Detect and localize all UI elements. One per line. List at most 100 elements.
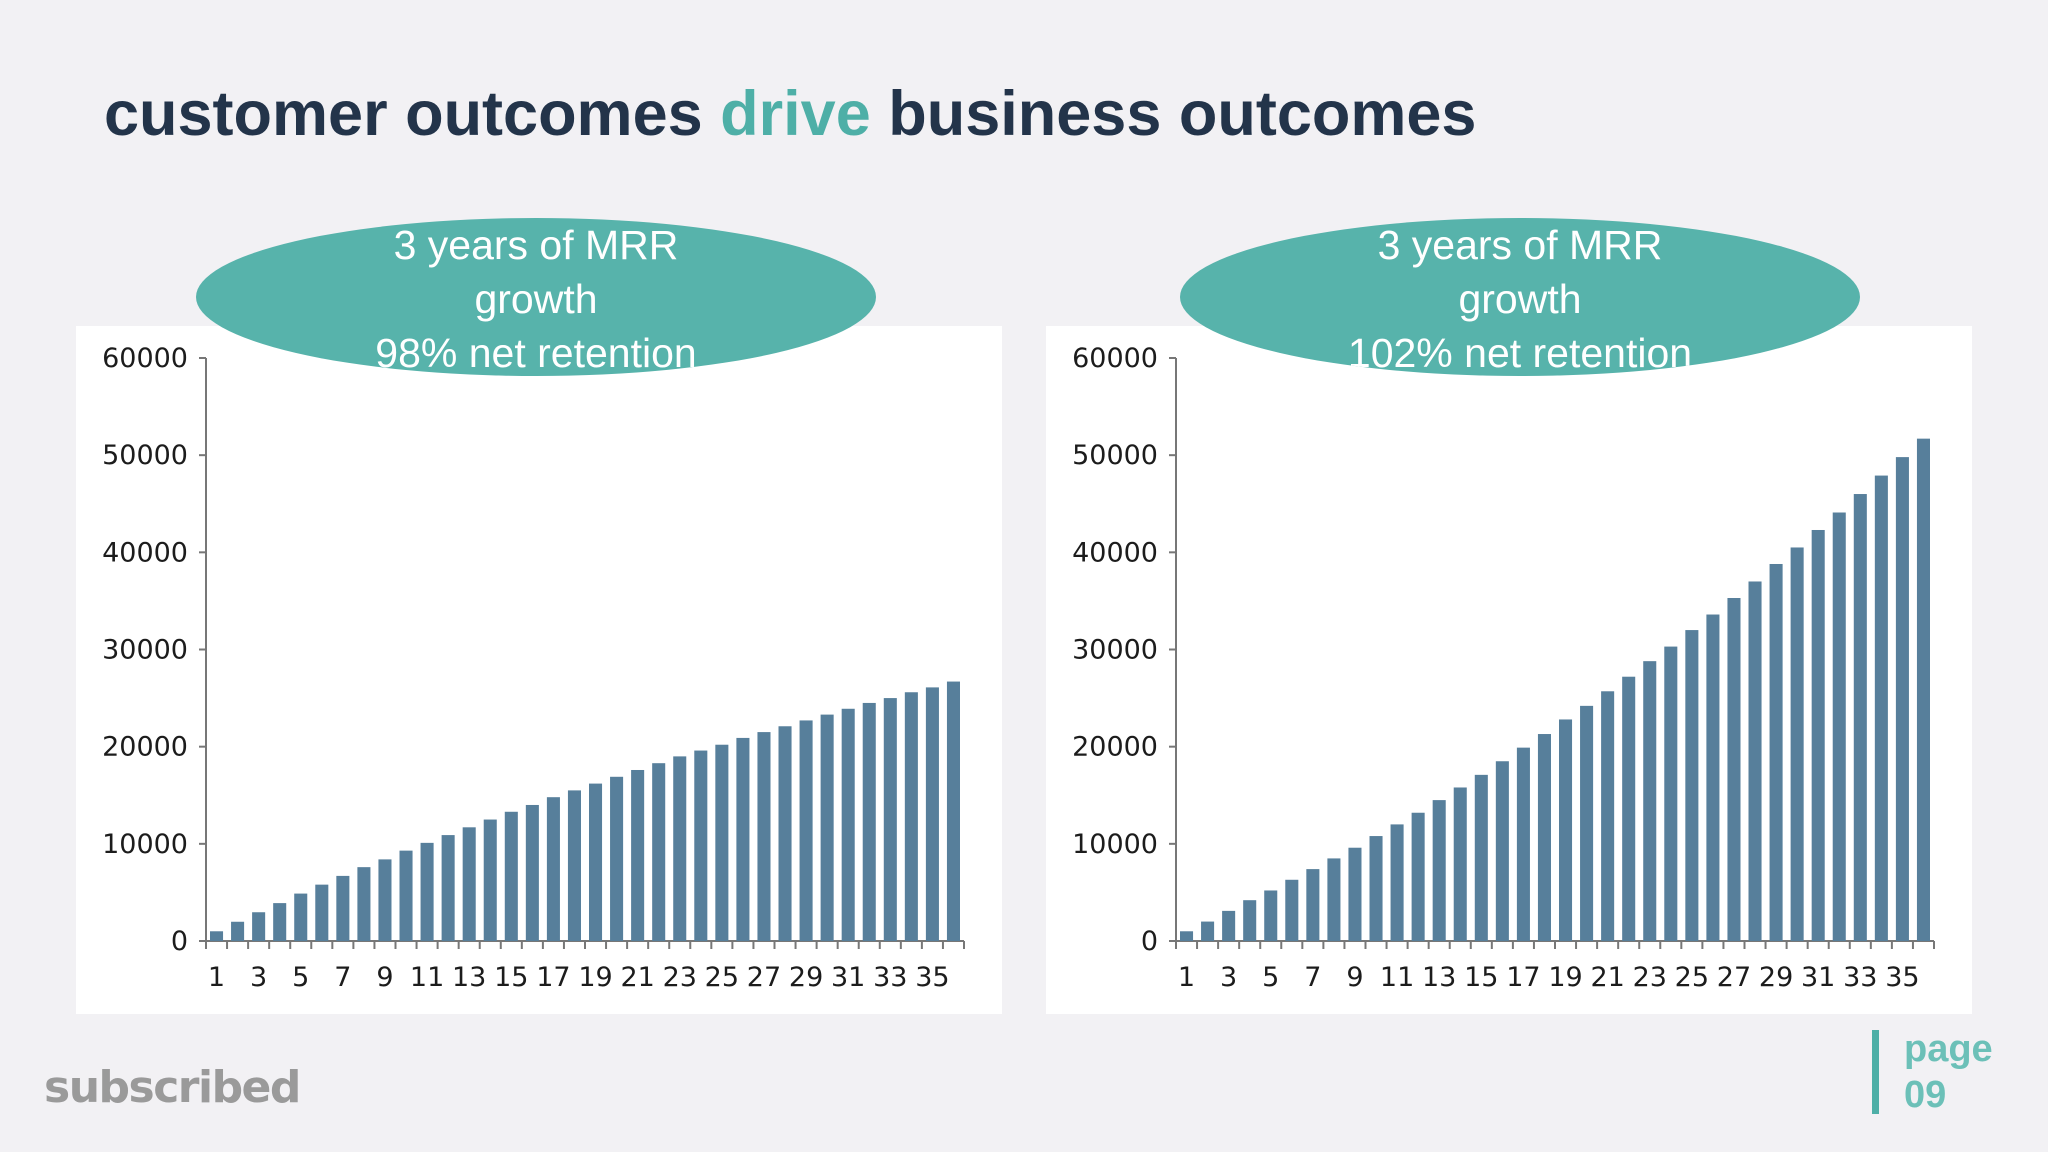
x-tick-label: 9	[376, 962, 393, 993]
x-tick-label: 19	[1548, 962, 1582, 993]
bar	[1895, 457, 1909, 941]
bar	[1748, 581, 1762, 941]
x-tick-label: 33	[1843, 962, 1877, 993]
x-tick-label: 23	[1633, 962, 1667, 993]
bar	[567, 790, 581, 941]
bar	[1832, 512, 1846, 941]
bar	[1222, 910, 1236, 941]
y-tick-label: 20000	[1072, 732, 1158, 763]
bar	[420, 842, 434, 941]
bar	[483, 819, 497, 941]
bar	[1180, 931, 1194, 941]
bar	[336, 875, 350, 941]
bar	[778, 726, 792, 941]
callout-line: growth	[1458, 276, 1582, 322]
y-tick-label: 40000	[1072, 537, 1158, 568]
y-tick-label: 40000	[102, 537, 188, 568]
x-tick-label: 29	[1759, 962, 1793, 993]
bar	[1453, 787, 1467, 941]
bar	[652, 763, 666, 941]
bar	[1790, 547, 1804, 941]
callout-line: 102% net retention	[1347, 330, 1693, 376]
bar	[1306, 869, 1320, 941]
bar	[1559, 719, 1573, 941]
bar	[504, 811, 518, 941]
chart-panel-102: 0 10000 20000 30000 40000 50000 60000 1 3 5 7 9 11 13…	[1046, 326, 1972, 1014]
page-indicator: page 09	[1904, 1026, 1993, 1118]
x-tick-label: 9	[1346, 962, 1363, 993]
chart-panel-98: 0 10000 20000 30000 40000 50000 60000 1 3 5 7 9 11 13…	[76, 326, 1002, 1014]
title-part-1: customer outcomes	[104, 79, 721, 149]
bar	[378, 859, 392, 941]
x-tick-label: 13	[1422, 962, 1456, 993]
bar	[736, 737, 750, 941]
y-tick-label: 30000	[1072, 635, 1158, 666]
bar	[1853, 494, 1867, 941]
callout-102-retention: 3 years of MRR growth 102% net retention	[1180, 218, 1860, 376]
subscribed-logo: subscribed	[44, 1062, 301, 1113]
y-tick-label: 60000	[102, 343, 188, 374]
bar	[631, 769, 645, 941]
bar	[1685, 630, 1699, 941]
x-tick-label: 7	[1304, 962, 1321, 993]
bar	[799, 720, 813, 941]
x-tick-label: 25	[1675, 962, 1709, 993]
bar	[1537, 734, 1551, 941]
x-tick-label: 23	[663, 962, 697, 993]
bar	[1622, 676, 1636, 941]
bar	[210, 931, 224, 941]
x-tick-label: 11	[410, 962, 444, 993]
x-tick-label: 5	[1262, 962, 1279, 993]
bar	[1769, 563, 1783, 941]
bar	[1664, 646, 1678, 941]
bar	[1727, 598, 1741, 941]
bar	[1811, 529, 1825, 941]
bar	[1390, 824, 1404, 941]
x-tick-label: 17	[536, 962, 570, 993]
bar	[1706, 614, 1720, 941]
bar	[546, 797, 560, 941]
x-tick-label: 35	[915, 962, 949, 993]
title-accent: drive	[720, 79, 871, 149]
bar	[1874, 475, 1888, 941]
callout-line: growth	[474, 276, 598, 322]
bar	[862, 702, 876, 941]
x-tick-label: 31	[831, 962, 865, 993]
bar	[1348, 847, 1362, 941]
bar	[525, 804, 539, 941]
page-word: page	[1904, 1028, 1993, 1070]
callout-98-retention: 3 years of MRR growth 98% net retention	[196, 218, 876, 376]
y-tick-label: 50000	[102, 440, 188, 471]
y-tick-label: 10000	[1072, 829, 1158, 860]
x-tick-label: 15	[1464, 962, 1498, 993]
bar	[610, 776, 624, 941]
bar	[1369, 836, 1383, 941]
bar	[1432, 800, 1446, 941]
x-tick-label: 15	[494, 962, 528, 993]
x-tick-label: 3	[250, 962, 267, 993]
x-tick-label: 31	[1801, 962, 1835, 993]
slide-title: customer outcomes drive business outcome…	[104, 78, 1476, 150]
bar	[1474, 774, 1488, 941]
bar	[1243, 900, 1257, 941]
bar	[294, 893, 308, 941]
bar	[820, 714, 834, 941]
x-tick-label: 11	[1380, 962, 1414, 993]
y-tick-label: 50000	[1072, 440, 1158, 471]
page-divider	[1872, 1030, 1879, 1114]
x-tick-label: 1	[208, 962, 225, 993]
x-tick-label: 25	[705, 962, 739, 993]
y-tick-label: 10000	[102, 829, 188, 860]
x-tick-label: 27	[747, 962, 781, 993]
x-tick-label: 21	[620, 962, 654, 993]
x-tick-label: 27	[1717, 962, 1751, 993]
bar	[673, 756, 687, 941]
bar	[883, 698, 897, 941]
callout-line: 3 years of MRR	[1377, 222, 1663, 268]
bar	[757, 732, 771, 941]
bar	[589, 783, 603, 941]
bar	[1516, 747, 1530, 941]
x-tick-label: 5	[292, 962, 309, 993]
bar	[1327, 858, 1341, 941]
